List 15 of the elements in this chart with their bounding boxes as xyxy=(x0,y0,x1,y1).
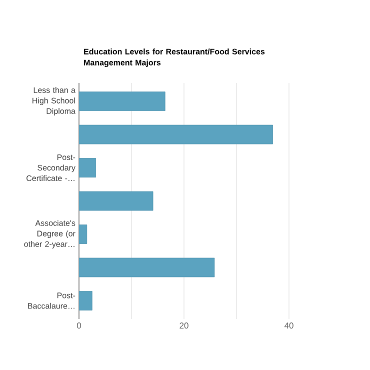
bar xyxy=(79,158,96,178)
bar xyxy=(79,124,273,144)
y-tick-label: Associate's Degree (or other 2-year… xyxy=(24,220,76,248)
bar xyxy=(79,224,88,244)
y-tick-label: Less than a High School Diploma xyxy=(32,87,76,116)
bar xyxy=(79,191,154,211)
bar xyxy=(79,258,215,278)
bar xyxy=(79,291,92,310)
y-tick-label: Post-Baccalaure… xyxy=(28,292,76,309)
bar xyxy=(79,92,166,111)
x-tick-label: 40 xyxy=(284,322,294,329)
y-tick-label: Post-Secondary Certificate -… xyxy=(26,154,76,182)
x-tick-label: 0 xyxy=(76,322,82,329)
chart-title: Education Levels for Restaurant/Food Services Management Majors xyxy=(84,48,265,68)
x-tick-label: 20 xyxy=(180,322,188,329)
